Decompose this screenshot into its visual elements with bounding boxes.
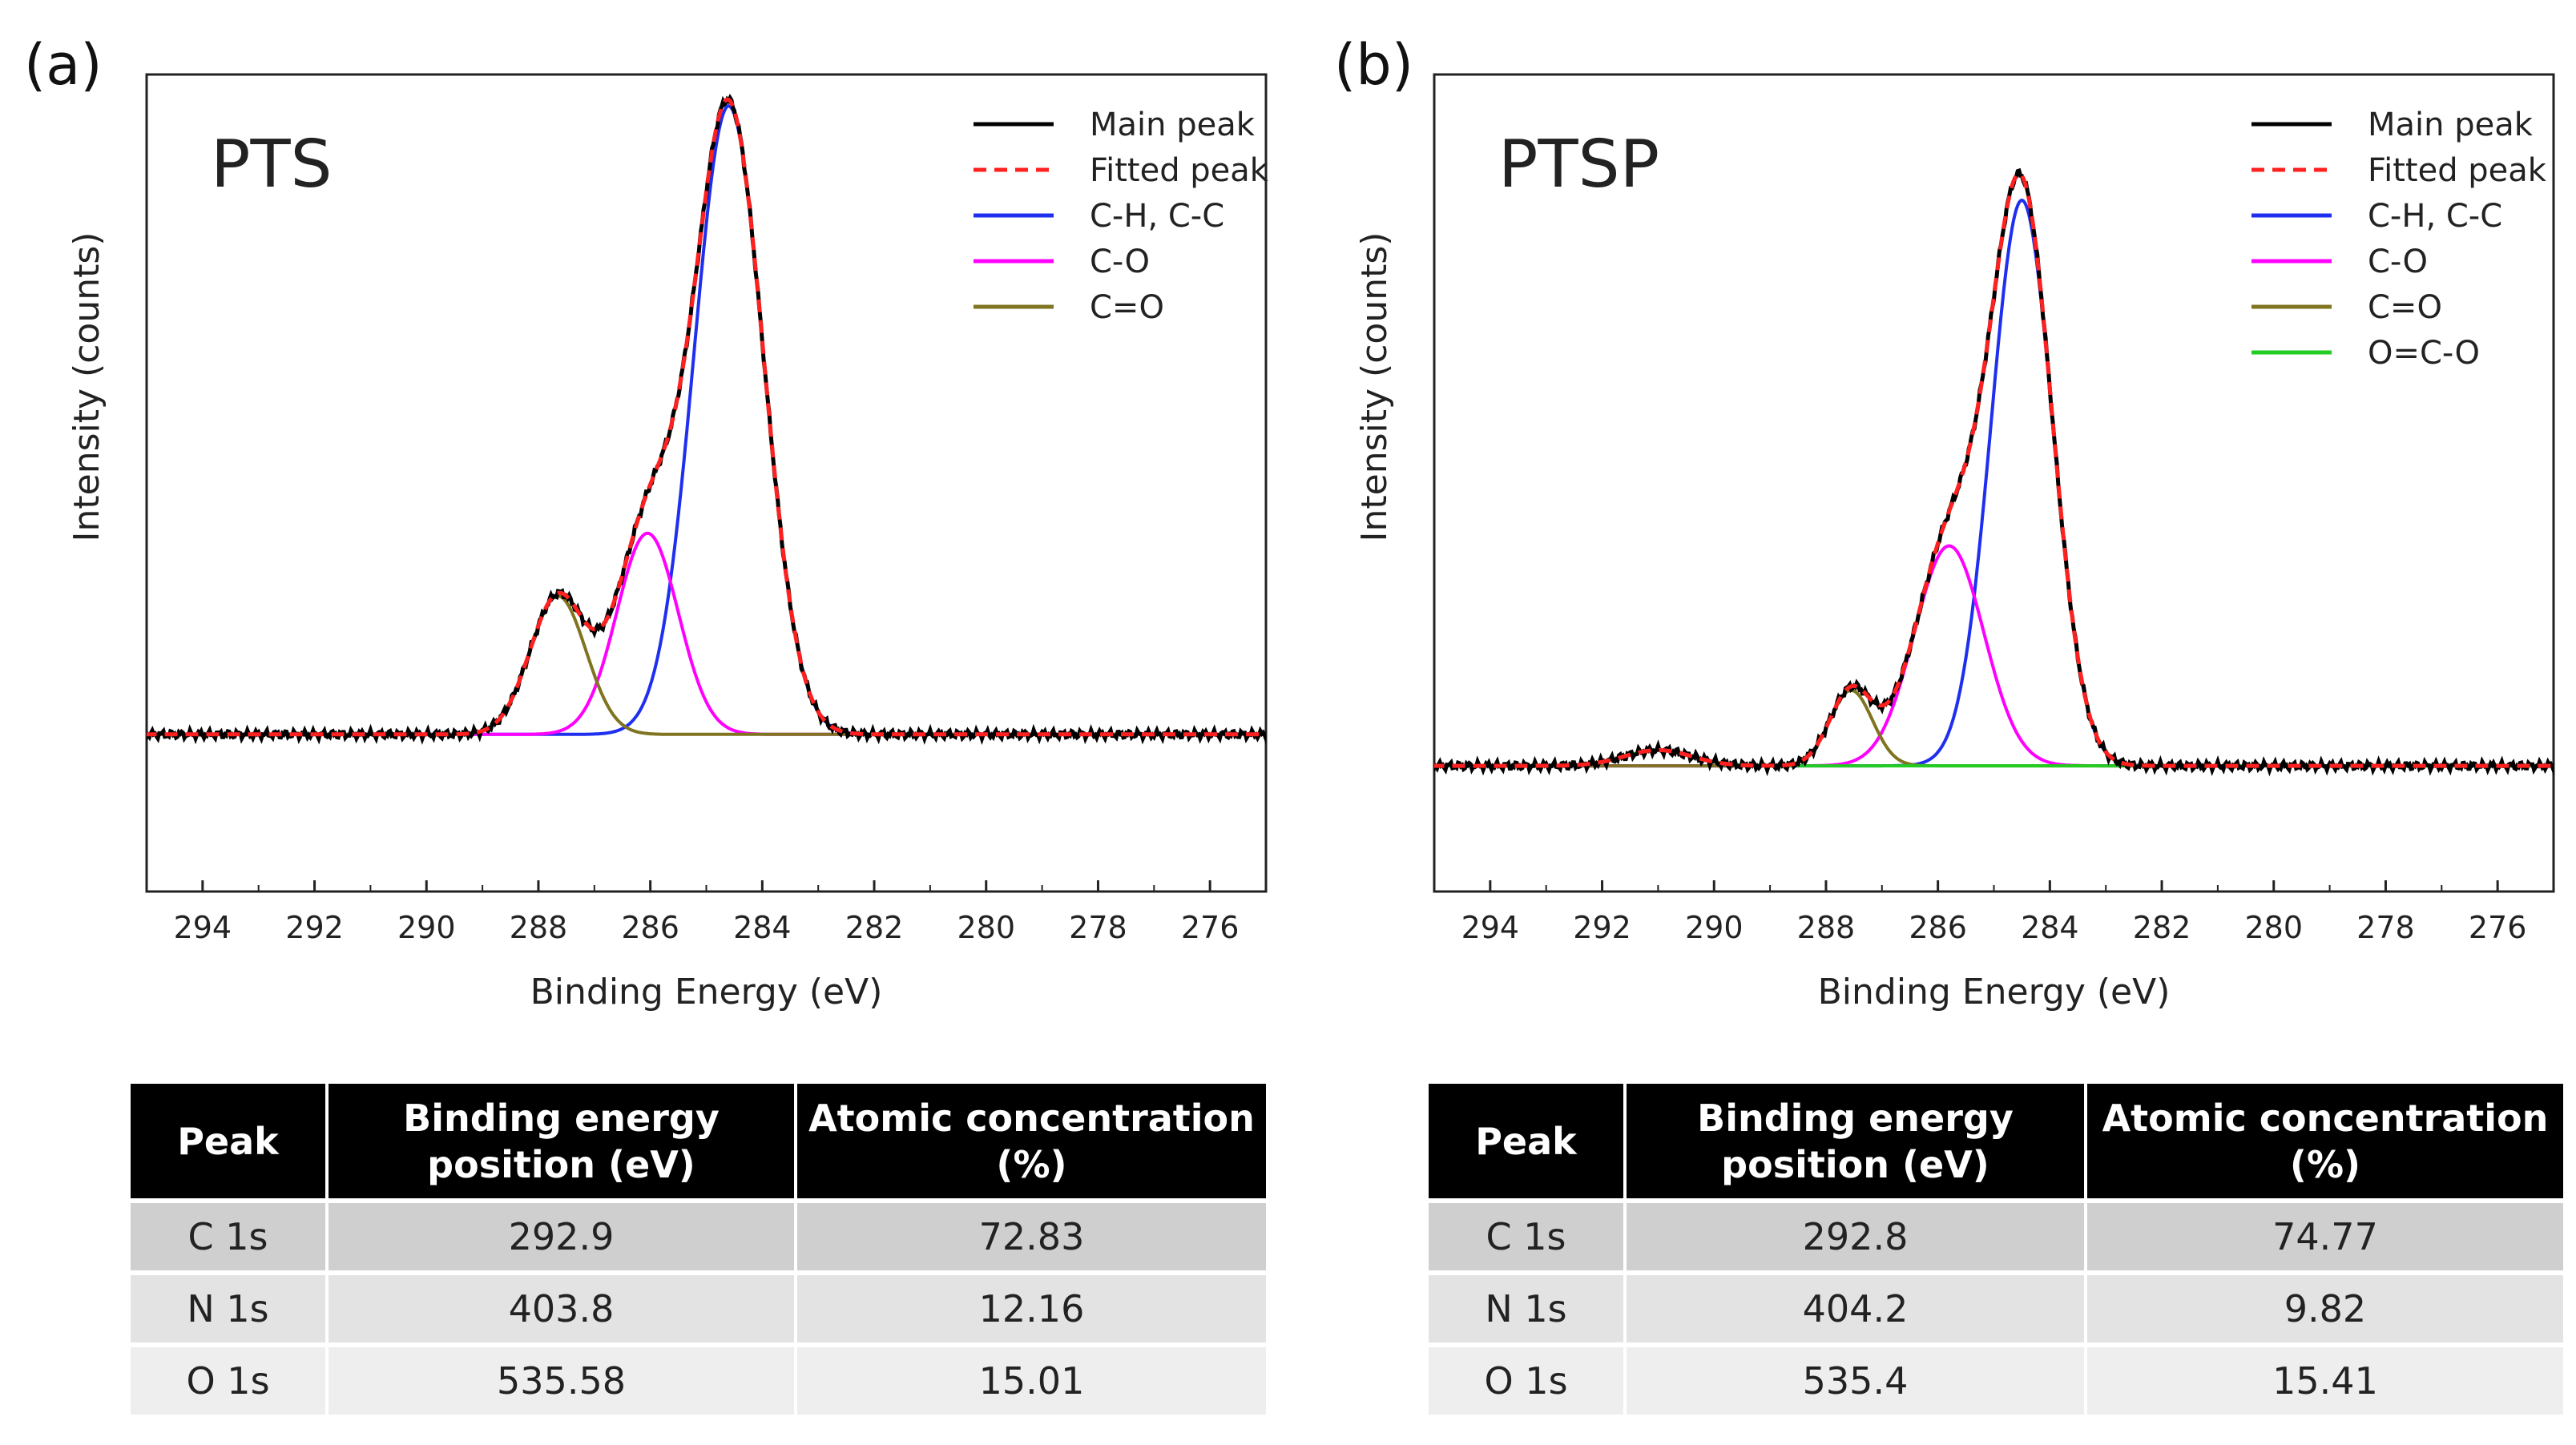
cell-atomic-concentration: 15.01 — [796, 1342, 1266, 1415]
x-tick-label: 278 — [2356, 910, 2415, 945]
curves — [147, 94, 1266, 746]
atomic-concentration-table-pts: Peak Binding energy position (eV) Atomic… — [131, 1084, 1266, 1415]
table-row: N 1s 404.2 9.82 — [1429, 1270, 2563, 1345]
x-tick-label: 282 — [845, 910, 904, 945]
plot-pts: 294 292 290 288 286 284 282 280 278 276 Binding En… — [67, 73, 1269, 1012]
header-peak: Peak — [131, 1084, 329, 1201]
cell-peak: O 1s — [1429, 1342, 1627, 1415]
x-tick-label: 284 — [733, 910, 792, 945]
legend: Main peak Fitted peak C-H, C-C C-O C=O O=C-O — [2251, 107, 2547, 372]
x-axis-label: Binding Energy (eV) — [1818, 972, 2171, 1012]
curves — [1434, 167, 2554, 777]
x-tick-label: 292 — [1573, 910, 1631, 945]
x-tick-label: 282 — [2133, 910, 2191, 945]
legend-label-main-peak: Main peak — [2368, 107, 2534, 143]
chart-title: PTSP — [1498, 127, 1659, 203]
table-row: N 1s 403.8 12.16 — [131, 1270, 1266, 1345]
x-tick-label: 294 — [174, 910, 232, 945]
cell-binding-energy: 292.9 — [327, 1198, 797, 1273]
cell-binding-energy: 535.4 — [1625, 1342, 2087, 1415]
x-tick-label: 294 — [1461, 910, 1520, 945]
x-tick-label: 278 — [1069, 910, 1127, 945]
cell-atomic-concentration: 9.82 — [2086, 1270, 2563, 1345]
x-tick-label: 286 — [621, 910, 679, 945]
table-row: O 1s 535.58 15.01 — [131, 1342, 1266, 1415]
chart-title: PTS — [211, 127, 333, 203]
y-axis-label: Intensity (counts) — [1354, 232, 1395, 542]
x-tick-label: 276 — [1181, 910, 1240, 945]
header-peak: Peak — [1429, 1084, 1627, 1201]
x-tick-label: 290 — [1685, 910, 1744, 945]
cell-atomic-concentration: 15.41 — [2086, 1342, 2563, 1415]
cell-binding-energy: 404.2 — [1625, 1270, 2087, 1345]
atomic-concentration-table-ptsp: Peak Binding energy position (eV) Atomic… — [1429, 1084, 2563, 1415]
cell-atomic-concentration: 74.77 — [2086, 1198, 2563, 1273]
x-tick-label: 288 — [1797, 910, 1856, 945]
cell-binding-energy: 403.8 — [327, 1270, 797, 1345]
header-atomic-concentration: Atomic concentration (%) — [2086, 1084, 2563, 1201]
cell-binding-energy: 292.8 — [1625, 1198, 2087, 1273]
x-tick-label: 290 — [397, 910, 456, 945]
x-tick-label: 276 — [2469, 910, 2527, 945]
legend-label-c-o: C=O — [2368, 289, 2442, 326]
cell-peak: N 1s — [1429, 1270, 1627, 1345]
cell-binding-energy: 535.58 — [327, 1342, 797, 1415]
x-tick-label: 286 — [1909, 910, 1967, 945]
cell-atomic-concentration: 12.16 — [796, 1270, 1266, 1345]
legend-label-fitted-peak: Fitted peak — [2368, 152, 2547, 189]
x-tick-label: 280 — [957, 910, 1015, 945]
cell-peak: N 1s — [131, 1270, 329, 1345]
cell-atomic-concentration: 72.83 — [796, 1198, 1266, 1273]
x-tick-label: 292 — [285, 910, 344, 945]
component-c-o — [1434, 544, 2554, 768]
table-row: C 1s 292.8 74.77 — [1429, 1198, 2563, 1273]
header-atomic-concentration: Atomic concentration (%) — [796, 1084, 1266, 1201]
header-binding-energy: Binding energy position (eV) — [1625, 1084, 2087, 1201]
panel-label-b: (b) — [1334, 32, 1414, 98]
series-fitted-peak — [147, 97, 1266, 737]
x-tick-label: 280 — [2244, 910, 2303, 945]
series-fitted-peak — [1434, 171, 2554, 768]
y-axis-label: Intensity (counts) — [67, 232, 107, 542]
legend-label-c-h-c-c: C-H, C-C — [1090, 198, 1224, 235]
legend-label-c-o: C=O — [1090, 289, 1164, 326]
cell-peak: O 1s — [131, 1342, 329, 1415]
legend-label-fitted-peak: Fitted peak — [1090, 152, 1269, 189]
legend-label-c-h-c-c: C-H, C-C — [2368, 198, 2502, 235]
cell-peak: C 1s — [1429, 1198, 1627, 1273]
legend-label-c-o: C-O — [1090, 244, 1150, 280]
x-tick-label: 288 — [510, 910, 568, 945]
legend-label-o-c-o: O=C-O — [2368, 335, 2480, 372]
header-binding-energy: Binding energy position (eV) — [327, 1084, 797, 1201]
legend-label-main-peak: Main peak — [1090, 107, 1256, 143]
table-row: C 1s 292.9 72.83 — [131, 1198, 1266, 1273]
plot-ptsp: 294 292 290 288 286 284 282 280 278 276 Binding En… — [1354, 73, 2555, 1012]
x-axis-label: Binding Energy (eV) — [530, 972, 883, 1012]
legend: Main peak Fitted peak C-H, C-C C-O C=O — [974, 107, 1269, 326]
legend-label-c-o: C-O — [2368, 244, 2428, 280]
x-tick-label: 284 — [2021, 910, 2079, 945]
panel-label-a: (a) — [24, 32, 103, 98]
table-row: O 1s 535.4 15.41 — [1429, 1342, 2563, 1415]
cell-peak: C 1s — [131, 1198, 329, 1273]
